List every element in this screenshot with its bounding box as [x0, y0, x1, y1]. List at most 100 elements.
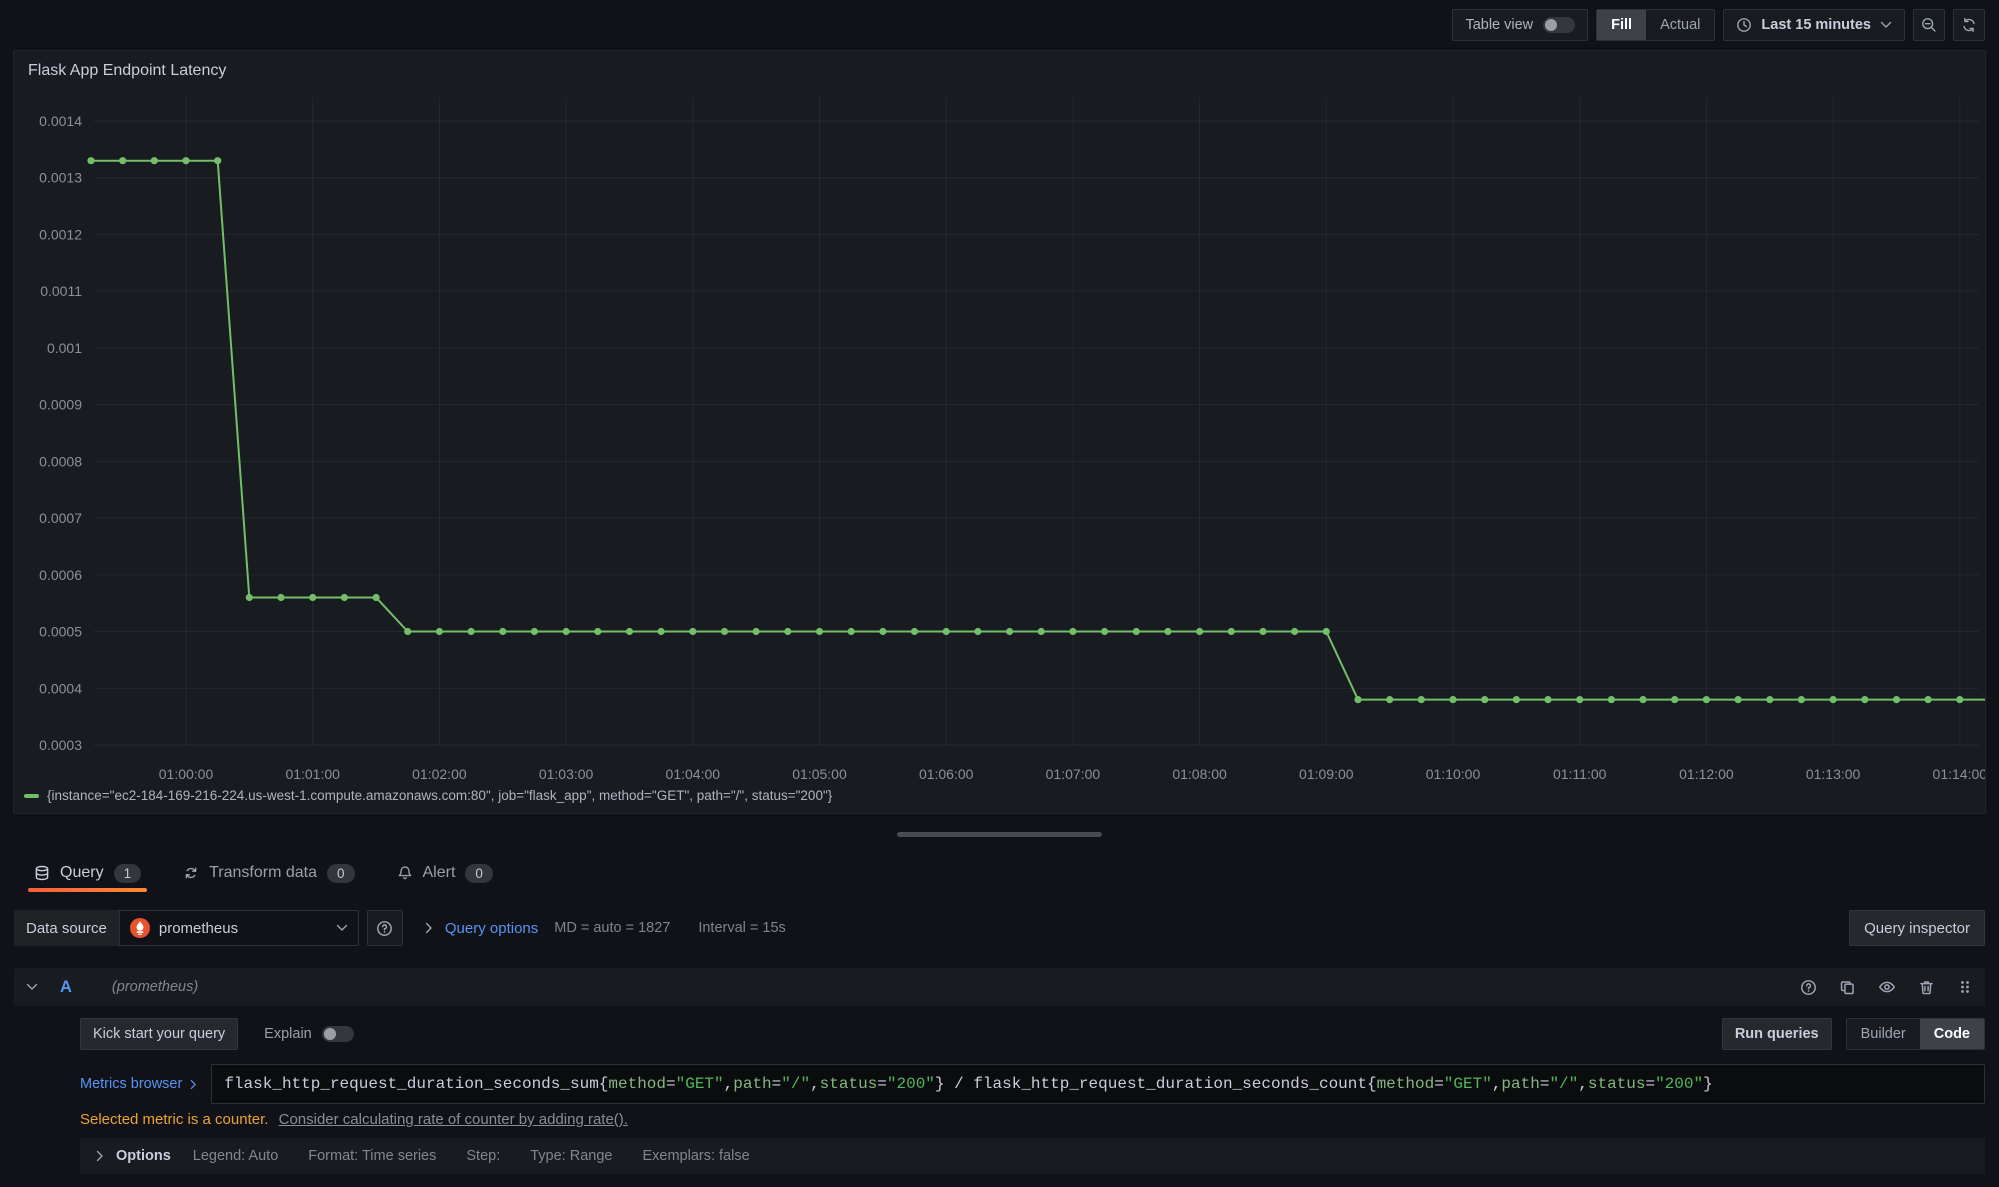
drag-handle-icon [1957, 979, 1973, 995]
promql-query-input[interactable]: flask_http_request_duration_seconds_sum{… [211, 1064, 1985, 1104]
svg-text:0.0014: 0.0014 [39, 113, 82, 129]
query-ref-id: A [60, 978, 72, 997]
chevron-right-icon [425, 922, 433, 934]
delete-query-button[interactable] [1918, 979, 1935, 996]
query-options-collapsed-row[interactable]: Options Legend: Auto Format: Time series… [80, 1138, 1985, 1174]
trash-icon [1918, 979, 1935, 996]
chevron-right-icon [96, 1150, 104, 1162]
tab-query-badge: 1 [114, 864, 142, 883]
promql-editor-row: Metrics browser flask_http_request_durat… [80, 1064, 1985, 1104]
actual-button[interactable]: Actual [1646, 10, 1714, 40]
toggle-visibility-button[interactable] [1878, 978, 1896, 996]
svg-text:01:09:00: 01:09:00 [1299, 766, 1354, 782]
run-queries-button[interactable]: Run queries [1722, 1018, 1832, 1050]
query-row-actions [1800, 978, 1973, 996]
builder-button[interactable]: Builder [1847, 1019, 1920, 1049]
tab-transform-data[interactable]: Transform data 0 [175, 854, 362, 892]
legend-series-swatch [24, 794, 39, 798]
svg-text:0.0006: 0.0006 [39, 567, 82, 583]
svg-text:01:03:00: 01:03:00 [539, 766, 594, 782]
chevron-down-icon [1880, 21, 1892, 29]
datasource-picker[interactable]: prometheus [119, 910, 359, 946]
svg-text:01:02:00: 01:02:00 [412, 766, 467, 782]
svg-text:0.001: 0.001 [47, 340, 82, 356]
svg-text:0.0003: 0.0003 [39, 737, 82, 753]
table-view-group: Table view [1452, 9, 1588, 41]
query-toolbar-row: Kick start your query Explain Run querie… [80, 1018, 1985, 1050]
fill-actual-segmented: Fill Actual [1596, 9, 1715, 41]
resize-handle[interactable] [897, 832, 1102, 837]
panel-title: Flask App Endpoint Latency [14, 51, 1985, 85]
svg-text:01:11:00: 01:11:00 [1553, 766, 1607, 782]
chevron-down-icon [336, 924, 348, 932]
tab-transform-label: Transform data [209, 864, 317, 882]
query-inspector-button[interactable]: Query inspector [1849, 910, 1985, 946]
explain-toggle[interactable] [322, 1026, 354, 1042]
eye-icon [1878, 978, 1896, 996]
counter-warning-row: Selected metric is a counter. Consider c… [80, 1111, 1985, 1128]
query-options-interval: Interval = 15s [698, 920, 785, 936]
tab-alert-label: Alert [423, 864, 456, 882]
query-help-button[interactable] [1800, 979, 1817, 996]
svg-text:01:13:00: 01:13:00 [1806, 766, 1861, 782]
svg-text:0.0009: 0.0009 [39, 397, 82, 413]
latency-chart[interactable]: 0.00140.00130.00120.00110.0010.00090.000… [14, 85, 1985, 785]
svg-text:0.0005: 0.0005 [39, 624, 82, 640]
query-options-md: MD = auto = 1827 [554, 920, 670, 936]
query-row-header[interactable]: A (prometheus) [14, 968, 1985, 1006]
chart-legend: {instance="ec2-184-169-216-224.us-west-1… [14, 785, 1985, 803]
fill-button[interactable]: Fill [1597, 10, 1646, 40]
editor-tabs: Query 1 Transform data 0 Alert 0 [0, 854, 1999, 892]
datasource-help-button[interactable] [367, 910, 403, 946]
drag-query-handle[interactable] [1957, 979, 1973, 995]
kick-start-query-button[interactable]: Kick start your query [80, 1018, 238, 1050]
bell-icon [397, 865, 413, 881]
metrics-browser-label: Metrics browser [80, 1076, 182, 1092]
run-group: Run queries Builder Code [1722, 1018, 1985, 1050]
svg-text:01:07:00: 01:07:00 [1046, 766, 1101, 782]
time-range-picker[interactable]: Last 15 minutes [1723, 9, 1905, 41]
table-view-label: Table view [1465, 17, 1533, 33]
chevron-right-icon [190, 1079, 197, 1090]
svg-text:0.0008: 0.0008 [39, 453, 82, 469]
query-options-toggle[interactable]: Query options [425, 920, 538, 937]
clock-icon [1736, 17, 1752, 33]
metrics-browser-toggle[interactable]: Metrics browser [80, 1064, 211, 1104]
options-format: Format: Time series [308, 1148, 436, 1164]
svg-text:01:12:00: 01:12:00 [1679, 766, 1734, 782]
help-circle-icon [376, 920, 393, 937]
legend-series-label[interactable]: {instance="ec2-184-169-216-224.us-west-1… [47, 788, 832, 803]
options-step: Step: [466, 1148, 500, 1164]
options-exemplars: Exemplars: false [642, 1148, 749, 1164]
table-view-toggle[interactable] [1543, 17, 1575, 33]
zoom-out-button[interactable] [1913, 9, 1945, 41]
query-datasource-hint: (prometheus) [112, 979, 198, 995]
chevron-down-icon[interactable] [26, 983, 38, 991]
counter-warning-text: Selected metric is a counter. [80, 1111, 268, 1128]
tab-alert[interactable]: Alert 0 [389, 854, 501, 892]
svg-text:01:01:00: 01:01:00 [285, 766, 340, 782]
add-rate-hint-link[interactable]: Consider calculating rate of counter by … [279, 1111, 628, 1128]
options-summary: Legend: Auto Format: Time series Step: T… [193, 1148, 750, 1164]
tab-query-label: Query [60, 864, 104, 882]
refresh-button[interactable] [1953, 9, 1985, 41]
copy-icon [1839, 979, 1856, 996]
explain-label: Explain [264, 1026, 312, 1042]
builder-code-segmented: Builder Code [1846, 1018, 1985, 1050]
tab-alert-badge: 0 [465, 864, 493, 883]
refresh-icon [1961, 17, 1977, 33]
tab-query[interactable]: Query 1 [26, 854, 149, 892]
query-options-summary: MD = auto = 1827 Interval = 15s [554, 920, 786, 936]
prometheus-icon [130, 918, 150, 938]
panel-edit-toolbar: Table view Fill Actual Last 15 minutes [0, 0, 1999, 50]
options-legend: Legend: Auto [193, 1148, 278, 1164]
zoom-out-icon [1921, 17, 1937, 33]
database-icon [34, 865, 50, 881]
code-button[interactable]: Code [1920, 1019, 1984, 1049]
svg-text:01:08:00: 01:08:00 [1172, 766, 1227, 782]
datasource-row: Data source prometheus Query options MD … [14, 910, 1985, 946]
svg-text:0.0004: 0.0004 [39, 680, 82, 696]
svg-text:0.0012: 0.0012 [39, 226, 82, 242]
duplicate-query-button[interactable] [1839, 979, 1856, 996]
explain-group: Explain [264, 1026, 354, 1042]
